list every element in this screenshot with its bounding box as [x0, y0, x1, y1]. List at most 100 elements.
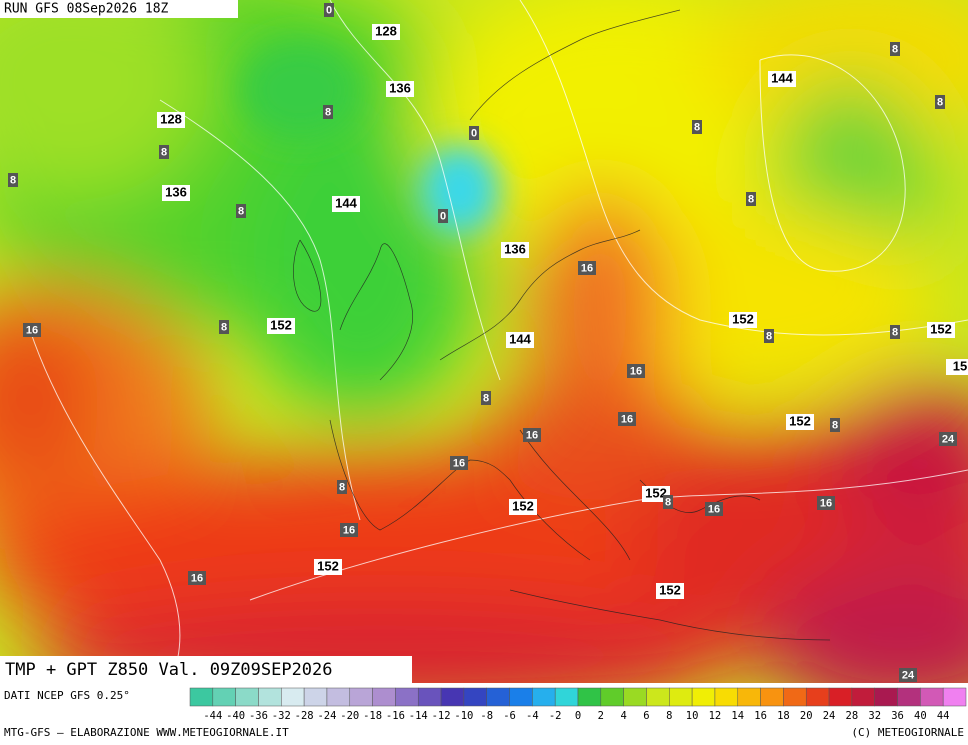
temp-label: 0: [326, 4, 332, 16]
temp-label-box: [627, 364, 645, 378]
height-label: 152: [732, 311, 754, 326]
temp-label: 8: [483, 392, 489, 404]
scale-swatch: [783, 687, 807, 707]
temp-label-box: [899, 668, 917, 682]
temp-label: 16: [708, 503, 720, 515]
height-label-box: [509, 499, 537, 515]
height-label-box: [162, 185, 190, 201]
scale-label: 6: [643, 710, 649, 722]
temp-label-box: [340, 523, 358, 537]
scale-label: -18: [363, 710, 382, 722]
scale-label: 32: [868, 710, 881, 722]
height-label-box: [314, 559, 342, 575]
color-scale: -44 -40 -36 -32 -28 -24 -20 -18 -16 -14 -12 -10 -8 -6…: [189, 687, 967, 722]
run-label: RUN GFS 08Sep2026 18Z: [4, 2, 169, 17]
scale-swatch: [669, 687, 693, 707]
temp-label: 8: [238, 205, 244, 217]
temp-label: 16: [191, 572, 203, 584]
scale-label: -10: [454, 710, 473, 722]
temp-label: 16: [630, 365, 642, 377]
scale-swatch: [691, 687, 716, 707]
temp-label: 8: [161, 146, 167, 158]
height-label: 144: [335, 195, 357, 210]
temp-label: 8: [221, 321, 227, 333]
temp-label: 8: [892, 326, 898, 338]
temp-label: 0: [440, 210, 446, 222]
height-label-box: [656, 583, 684, 599]
temp-label-box: [663, 495, 673, 509]
temp-label-box: [890, 325, 900, 339]
height-label-box: [506, 332, 534, 348]
height-label-box: [332, 196, 360, 212]
temp-label-box: [23, 323, 41, 337]
scale-label: 8: [666, 710, 672, 722]
scale-label: -32: [272, 710, 291, 722]
temp-label: 16: [26, 324, 38, 336]
height-label: 136: [165, 184, 187, 199]
scale-swatch: [349, 687, 373, 707]
temp-label-box: [188, 571, 206, 585]
scale-swatch: [646, 687, 670, 707]
temp-label-box: [935, 95, 945, 109]
scale-swatch: [258, 687, 282, 707]
temp-label: 8: [766, 330, 772, 342]
scale-swatch: [372, 687, 396, 707]
temp-label-box: [523, 428, 541, 442]
height-label-box: [927, 322, 955, 338]
scale-label: 14: [731, 710, 744, 722]
scale-label: 20: [800, 710, 813, 722]
scale-label: 4: [620, 710, 626, 722]
scale-swatch: [417, 687, 442, 707]
scale-label: -8: [480, 710, 493, 722]
temp-label-box: [337, 480, 347, 494]
temp-label: 8: [10, 174, 16, 186]
temp-label: 0: [471, 127, 477, 139]
scale-label: -12: [432, 710, 451, 722]
height-label: 128: [375, 23, 397, 38]
scale-swatch: [600, 687, 624, 707]
scale-label: 28: [846, 710, 859, 722]
scale-label: 40: [914, 710, 927, 722]
temp-label: 8: [339, 481, 345, 493]
scale-swatch: [942, 687, 967, 707]
temp-label-box: [705, 502, 723, 516]
scale-label: -40: [226, 710, 245, 722]
source: DATI NCEP GFS 0.25°: [4, 689, 130, 702]
height-label: 152: [659, 582, 681, 597]
scale-label: 10: [686, 710, 699, 722]
scale-swatch: [805, 687, 830, 707]
height-label: 152: [789, 413, 811, 428]
temp-label: 8: [694, 121, 700, 133]
credit: MTG-GFS – ELABORAZIONE WWW.METEOGIORNALE…: [4, 726, 289, 739]
scale-label: 18: [777, 710, 790, 722]
scale-label: 2: [598, 710, 604, 722]
height-label-box: [946, 359, 968, 375]
temp-label: 16: [820, 497, 832, 509]
scale-label: -4: [526, 710, 539, 722]
height-contours: [29, 0, 968, 683]
temp-label-box: [890, 42, 900, 56]
temp-label-box: [324, 3, 334, 17]
temp-label: 8: [892, 43, 898, 55]
scale-swatch: [623, 687, 647, 707]
scale-swatch: [554, 687, 579, 707]
height-label-box: [157, 112, 185, 128]
scale-swatch: [897, 687, 921, 707]
scale-swatch: [737, 687, 761, 707]
height-label-box: [501, 242, 529, 258]
scale-swatch: [851, 687, 875, 707]
scale-swatch: [714, 687, 739, 707]
run-box: [0, 0, 238, 18]
height-label: 144: [771, 70, 793, 85]
temp-label-box: [8, 173, 18, 187]
title-box: [0, 656, 412, 683]
temp-label-box: [438, 209, 448, 223]
height-label: 152: [930, 321, 952, 336]
temperature-field: 128 136 128 136 144 136 152 144 152 152 144 152 152 1…: [0, 0, 968, 683]
scale-label: -2: [549, 710, 562, 722]
temp-label: 24: [902, 669, 915, 681]
scale-label: 44: [937, 710, 950, 722]
temp-label-box: [939, 432, 957, 446]
